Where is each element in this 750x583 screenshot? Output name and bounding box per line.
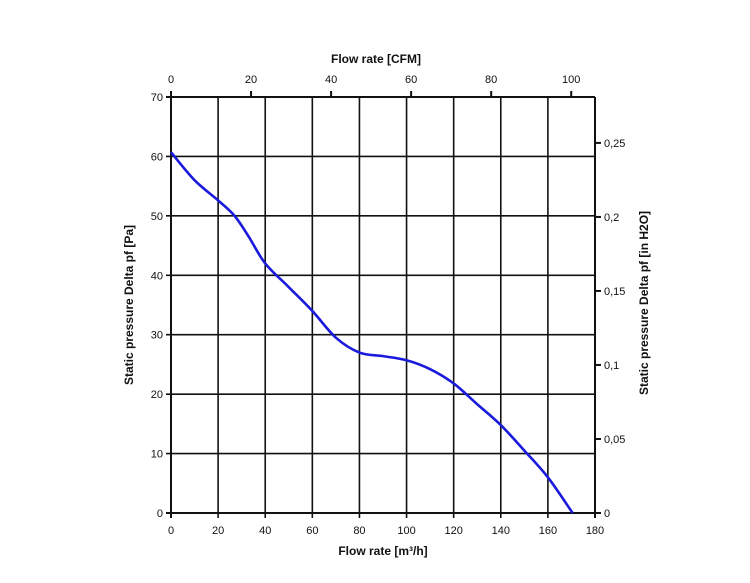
x-tick-label: 0 xyxy=(168,525,174,537)
y2-tick-label: 0 xyxy=(604,508,610,520)
x-tick-label: 100 xyxy=(397,525,415,537)
ticks: 0 20 40 60 80 100 120 140 160 1800102030405060700… xyxy=(151,74,626,537)
x2-tick-label: 40 xyxy=(325,74,337,86)
x-axis-label: Flow rate [m³/h] xyxy=(338,544,427,558)
x-tick-label: 180 xyxy=(586,525,604,537)
y-tick-label: 50 xyxy=(151,211,163,223)
x2-tick-label: 20 xyxy=(245,74,257,86)
y-tick-label: 30 xyxy=(151,330,163,342)
x-tick-label: 120 xyxy=(444,525,462,537)
y-tick-label: 0 xyxy=(157,508,163,520)
x-tick-label: 160 xyxy=(539,525,557,537)
x-tick-label: 20 xyxy=(212,525,224,537)
y2-axis-label: Static pressure Delta pf [in H2O] xyxy=(637,211,651,395)
y-tick-label: 10 xyxy=(151,449,163,461)
y-tick-label: 40 xyxy=(151,270,163,282)
x-tick-label: 60 xyxy=(306,525,318,537)
y-tick-label: 60 xyxy=(151,151,163,163)
x2-axis-label: Flow rate [CFM] xyxy=(331,52,421,66)
x2-tick-label: 0 xyxy=(168,74,174,86)
x-tick-label: 80 xyxy=(353,525,365,537)
y2-tick-label: 0,1 xyxy=(604,360,619,372)
y2-tick-label: 0,2 xyxy=(604,212,619,224)
fan-curve-line xyxy=(170,151,574,514)
y2-tick-label: 0,05 xyxy=(604,434,625,446)
x2-tick-label: 60 xyxy=(405,74,417,86)
x2-tick-label: 80 xyxy=(485,74,497,86)
x-tick-label: 140 xyxy=(492,525,510,537)
y2-tick-label: 0,25 xyxy=(604,138,625,150)
y-axis-label: Static pressure Delta pf [Pa] xyxy=(122,225,136,385)
y-tick-label: 20 xyxy=(151,389,163,401)
x2-tick-label: 100 xyxy=(562,74,580,86)
grid xyxy=(166,96,596,518)
x-tick-label: 40 xyxy=(259,525,271,537)
y2-tick-label: 0,15 xyxy=(604,286,625,298)
y-tick-label: 70 xyxy=(151,92,163,104)
